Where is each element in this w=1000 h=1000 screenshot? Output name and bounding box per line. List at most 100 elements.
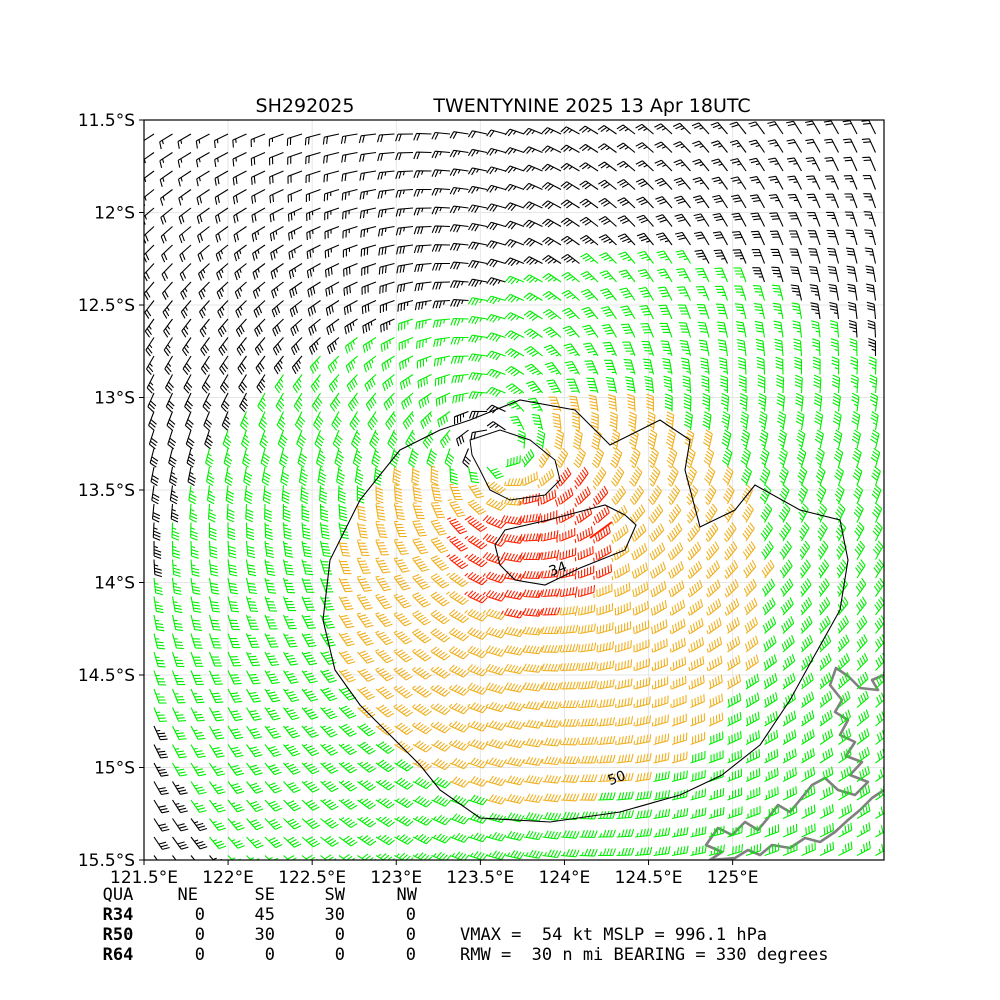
wind-barb — [431, 833, 451, 844]
wind-barb — [818, 596, 831, 616]
wind-barb — [845, 229, 858, 246]
wind-barb — [690, 788, 707, 801]
wind-barb — [161, 244, 173, 263]
wind-barb — [505, 455, 521, 468]
wind-barb — [449, 851, 470, 860]
wind-barb — [688, 637, 705, 653]
wind-barb — [449, 186, 469, 195]
wind-barb — [703, 447, 715, 468]
wind-barb — [153, 670, 167, 686]
wind-barb — [430, 555, 450, 571]
wind-barb — [414, 262, 432, 273]
wind-barb — [430, 537, 449, 554]
y-axis-ticks: 11.5°S12°S12.5°S13°S13.5°S14°S14.5°S15°S… — [78, 111, 144, 871]
wind-barb — [819, 785, 834, 801]
wind-barb — [395, 170, 414, 179]
wind-barb — [431, 244, 451, 252]
wind-barb — [320, 687, 338, 702]
wind-barb — [385, 411, 396, 431]
wind-barb — [614, 678, 633, 690]
wind-barb — [357, 816, 377, 828]
wind-barb — [580, 253, 599, 264]
wind-barb — [559, 737, 580, 746]
wind-barb — [338, 650, 356, 665]
wind-barb — [319, 485, 328, 504]
wind-barb — [752, 267, 766, 283]
wind-barb — [856, 822, 871, 838]
wind-barb — [632, 600, 649, 616]
wind-barb — [592, 485, 609, 508]
wind-barb — [650, 580, 667, 598]
wind-barb — [320, 762, 339, 774]
wind-barb — [601, 323, 617, 338]
wind-barb — [675, 250, 691, 264]
wind-barb — [540, 644, 561, 653]
wind-barb — [449, 813, 470, 825]
wind-barb — [634, 753, 652, 764]
y-tick-label: 13°S — [94, 389, 135, 409]
wind-barb — [712, 213, 728, 227]
wind-barb — [760, 503, 773, 523]
wind-barb — [286, 133, 303, 146]
wind-barb — [349, 411, 361, 431]
wind-barb — [827, 265, 840, 283]
wind-barb — [450, 336, 469, 345]
wind-barb — [261, 466, 271, 486]
wind-barb — [464, 553, 488, 568]
wind-barb — [411, 466, 420, 486]
wind-barb — [727, 768, 743, 783]
wind-barb — [619, 287, 636, 301]
wind-barb — [329, 392, 341, 412]
wind-barb — [377, 170, 395, 180]
wind-barb — [535, 429, 546, 449]
wind-barb — [244, 485, 253, 505]
wind-barb — [486, 129, 506, 138]
wind-barb — [375, 575, 392, 592]
wind-barb — [397, 299, 414, 312]
wind-barb — [430, 591, 450, 607]
wind-barb — [618, 251, 636, 264]
wind-barb — [464, 535, 488, 550]
wind-barb — [740, 466, 753, 486]
wind-barb — [208, 633, 222, 649]
wind-barb — [537, 588, 561, 598]
wind-barb — [251, 189, 266, 204]
wind-barb — [672, 122, 691, 135]
wind-barb — [824, 156, 839, 172]
wind-barb — [577, 661, 597, 672]
wind-barb — [178, 189, 192, 206]
wind-barb — [464, 515, 488, 532]
wind-barb — [579, 162, 599, 172]
wind-barb — [464, 572, 488, 586]
row-value: 0 — [195, 945, 205, 965]
wind-barb — [291, 337, 303, 356]
wind-barb — [863, 193, 877, 209]
wind-barb — [431, 851, 451, 860]
wind-barb — [630, 523, 647, 542]
wind-barb — [843, 156, 858, 172]
wind-barb — [801, 766, 816, 782]
wind-barb — [153, 614, 165, 632]
wind-barb — [467, 185, 488, 194]
wind-barb — [759, 429, 769, 449]
wind-barb — [320, 614, 336, 629]
wind-barb — [560, 181, 580, 191]
wind-barb — [383, 392, 395, 411]
wind-barb — [332, 429, 343, 450]
wind-barb — [283, 633, 298, 648]
wind-barb — [708, 769, 724, 783]
wind-barb — [641, 340, 655, 357]
wind-barb — [688, 656, 705, 672]
wind-barb — [264, 725, 281, 739]
wind-barb — [711, 158, 728, 172]
wind-barb — [364, 374, 377, 392]
wind-barb — [199, 318, 210, 338]
wind-barb — [343, 300, 358, 315]
wind-barb — [281, 485, 290, 504]
wind-barb — [799, 540, 811, 560]
wind-barb — [819, 766, 834, 782]
wind-barb — [831, 356, 840, 375]
wind-barb — [468, 353, 488, 363]
wind-barb — [446, 554, 469, 570]
wind-barb — [776, 374, 785, 394]
